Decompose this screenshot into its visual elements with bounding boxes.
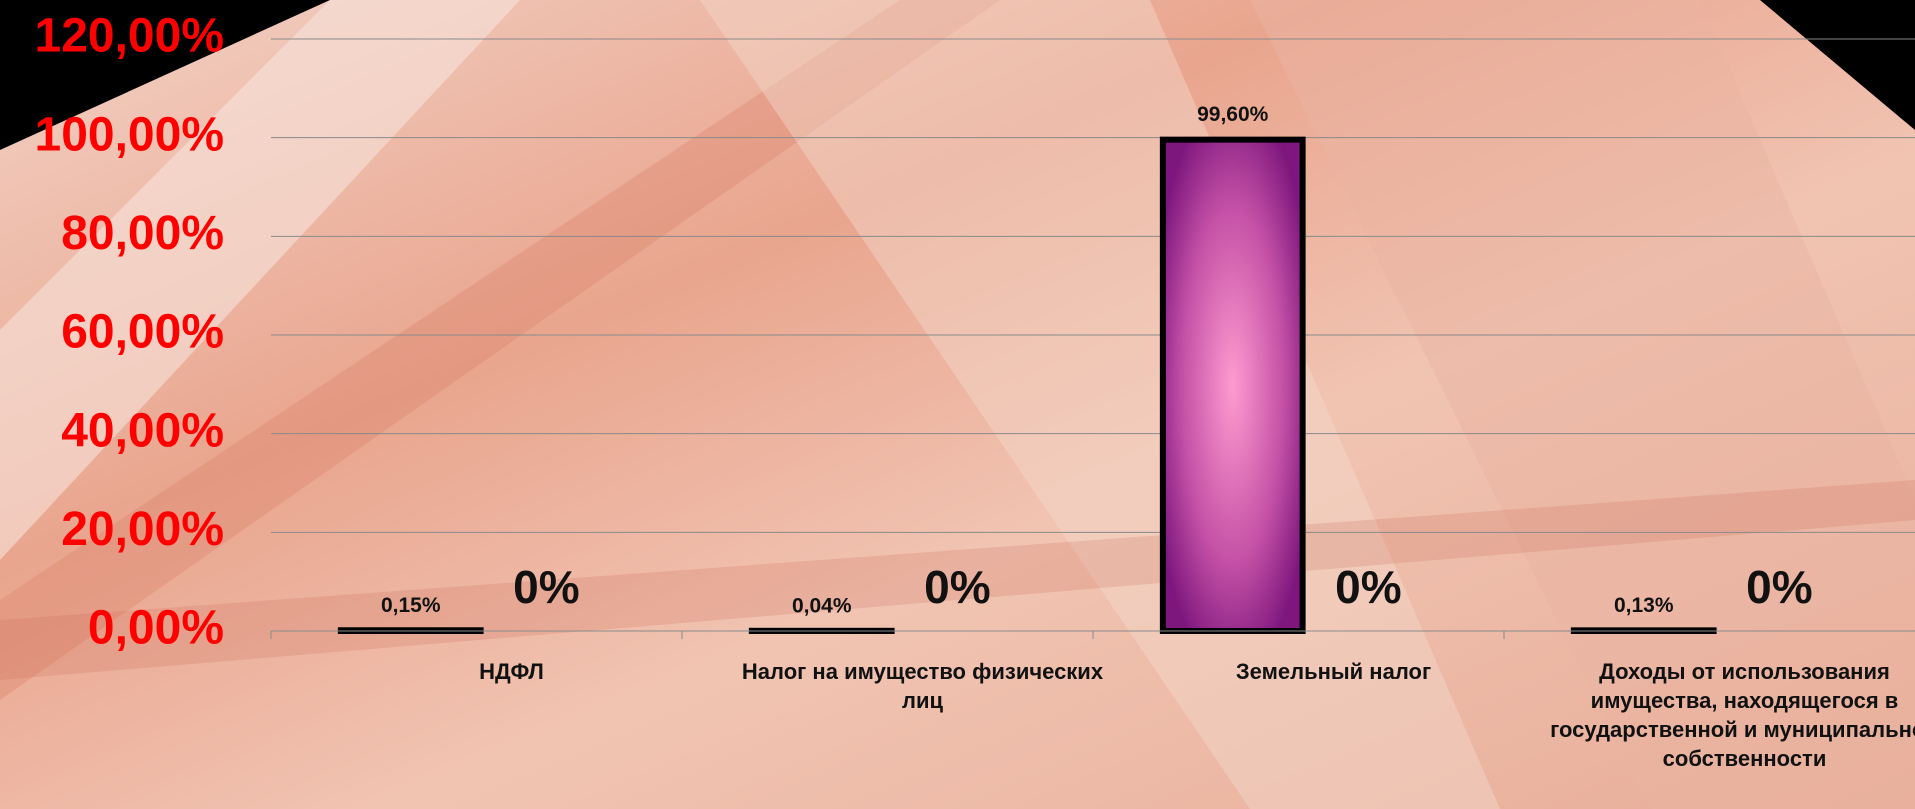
y-tick-label: 60,00% bbox=[61, 306, 224, 359]
y-tick-label: 40,00% bbox=[61, 404, 224, 457]
value-label: 0% bbox=[1746, 561, 1812, 613]
value-label: 0% bbox=[1335, 561, 1401, 613]
value-label: 0% bbox=[513, 561, 579, 613]
x-tick-label: Земельный налог bbox=[1133, 657, 1534, 686]
page: 0,00% 20,00% 40,00% 60,00% 80,00% 100,00% 120,… bbox=[0, 0, 1915, 809]
value-label: 0,15% bbox=[381, 594, 441, 617]
bar bbox=[1163, 140, 1303, 631]
value-label: 0,04% bbox=[792, 594, 852, 617]
x-tick-label: Доходы от использования имущества, наход… bbox=[1544, 657, 1915, 773]
y-tick-label: 100,00% bbox=[35, 108, 225, 161]
y-tick-label: 80,00% bbox=[61, 207, 224, 260]
value-label: 0% bbox=[924, 561, 990, 613]
y-tick-label: 20,00% bbox=[61, 503, 224, 556]
value-label: 99,60% bbox=[1197, 103, 1269, 126]
x-tick-label: Налог на имущество физических лиц bbox=[722, 657, 1123, 715]
x-tick-label: НДФЛ bbox=[311, 657, 712, 686]
value-label: 0,13% bbox=[1614, 594, 1674, 617]
y-tick-label: 120,00% bbox=[35, 10, 225, 63]
y-tick-label: 0,00% bbox=[88, 602, 224, 655]
